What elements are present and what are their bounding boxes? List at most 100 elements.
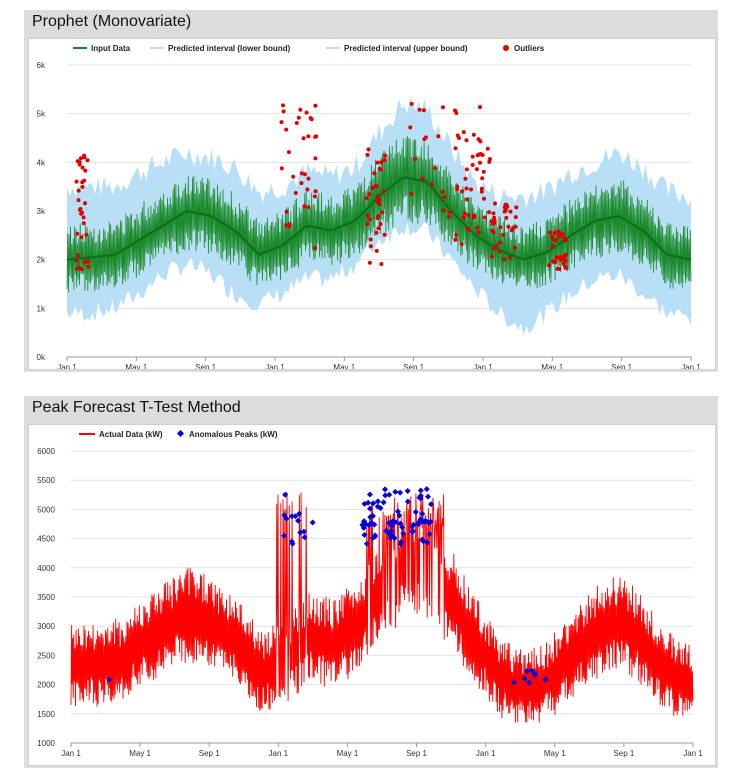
outlier-point bbox=[80, 185, 85, 189]
outlier-point bbox=[474, 167, 479, 172]
anomalous-peak-point bbox=[409, 528, 416, 535]
outlier-point bbox=[481, 169, 486, 174]
outlier-point bbox=[455, 184, 460, 189]
outlier-point bbox=[302, 204, 307, 209]
outlier-point bbox=[380, 210, 385, 215]
outlier-point bbox=[487, 210, 492, 215]
outlier-point bbox=[423, 135, 428, 140]
anomalous-peak-point bbox=[419, 510, 426, 517]
anomalous-peak-point bbox=[383, 527, 390, 534]
anomalous-peak-point bbox=[392, 519, 399, 526]
outlier-point bbox=[469, 187, 473, 192]
outlier-point bbox=[491, 246, 496, 251]
x-tick-label: Sep 1 bbox=[403, 363, 424, 369]
outlier-point bbox=[377, 202, 382, 207]
outlier-point bbox=[84, 232, 89, 237]
anomalous-peak-point bbox=[417, 516, 424, 523]
anomalous-peak-point bbox=[363, 540, 370, 547]
outlier-point bbox=[379, 262, 384, 266]
anomalous-peak-point bbox=[300, 528, 307, 535]
anomalous-peak-point bbox=[301, 534, 308, 541]
outlier-point bbox=[550, 234, 554, 239]
outlier-point bbox=[494, 243, 499, 248]
outlier-point bbox=[306, 134, 311, 139]
outlier-point bbox=[497, 249, 502, 254]
anomalous-peak-point bbox=[366, 491, 373, 498]
outlier-point bbox=[75, 266, 80, 271]
outlier-point bbox=[562, 255, 567, 260]
anomalous-peak-point bbox=[289, 540, 296, 547]
x-tick-label: Jan 1 bbox=[57, 363, 77, 369]
outlier-point bbox=[306, 176, 311, 181]
outlier-point bbox=[504, 215, 509, 220]
outlier-point bbox=[513, 215, 518, 220]
x-tick-label: Sep 1 bbox=[195, 363, 216, 369]
y-tick-label: 6000 bbox=[37, 447, 55, 456]
anomalous-peak-point bbox=[106, 676, 113, 683]
anomalous-peak-point bbox=[419, 518, 426, 525]
anomalous-peak-point bbox=[424, 539, 431, 546]
outlier-point bbox=[81, 215, 86, 220]
outlier-point bbox=[479, 189, 484, 194]
anomalous-peak-point bbox=[400, 530, 407, 537]
outlier-point bbox=[550, 244, 555, 248]
outlier-point bbox=[375, 194, 380, 199]
x-tick-label: Jan 1 bbox=[473, 363, 493, 369]
outlier-point bbox=[313, 103, 318, 108]
x-tick-label: May 1 bbox=[333, 363, 355, 369]
outlier-point bbox=[492, 215, 497, 220]
outlier-point bbox=[455, 133, 460, 138]
outlier-point bbox=[470, 154, 475, 159]
ttest-title: Peak Forecast T-Test Method bbox=[32, 399, 241, 416]
anomalous-peak-point bbox=[525, 679, 532, 686]
outlier-point bbox=[409, 101, 414, 106]
outlier-point bbox=[482, 215, 487, 220]
outlier-point bbox=[460, 189, 465, 194]
outlier-point bbox=[461, 215, 466, 220]
anomalous-peak-point bbox=[387, 535, 394, 542]
x-tick-label: May 1 bbox=[541, 363, 563, 369]
outlier-point bbox=[379, 160, 384, 165]
outlier-point bbox=[453, 108, 457, 113]
outlier-point bbox=[367, 192, 372, 197]
outlier-point bbox=[553, 238, 558, 243]
y-tick-label: 3k bbox=[37, 207, 46, 216]
outlier-point bbox=[492, 221, 497, 225]
outlier-point bbox=[304, 110, 309, 115]
outlier-point bbox=[478, 160, 482, 165]
outlier-point bbox=[459, 242, 464, 246]
outlier-point bbox=[413, 157, 418, 162]
anomalous-peak-point bbox=[542, 676, 549, 683]
anomalous-peak-point bbox=[528, 667, 535, 674]
outlier-point bbox=[82, 155, 87, 160]
x-tick-label: Sep 1 bbox=[613, 749, 634, 758]
outlier-point bbox=[558, 255, 563, 260]
outlier-point bbox=[547, 263, 552, 268]
anomalous-peak-point bbox=[369, 513, 376, 520]
outlier-point bbox=[417, 107, 422, 112]
outlier-point bbox=[75, 231, 80, 236]
outlier-point bbox=[284, 127, 289, 132]
anomalous-peak-point bbox=[386, 491, 393, 498]
outlier-point bbox=[312, 246, 317, 251]
y-tick-label: 2k bbox=[37, 256, 46, 265]
outlier-point bbox=[382, 158, 387, 163]
anomalous-peak-point bbox=[521, 675, 528, 682]
anomalous-peak-point bbox=[281, 512, 288, 519]
outlier-point bbox=[83, 201, 87, 206]
legend-label: Anomalous Peaks (kW) bbox=[189, 430, 278, 439]
outlier-point bbox=[475, 225, 480, 230]
outlier-point bbox=[281, 103, 285, 108]
outlier-point bbox=[513, 245, 517, 250]
outlier-point bbox=[508, 255, 513, 260]
anomalous-peak-point bbox=[426, 531, 433, 538]
outlier-point bbox=[488, 157, 492, 161]
outlier-point bbox=[478, 105, 482, 110]
outlier-point bbox=[440, 105, 445, 110]
anomalous-peak-point bbox=[292, 513, 299, 520]
anomalous-peak-point bbox=[415, 521, 422, 528]
outlier-point bbox=[498, 225, 503, 230]
anomalous-peak-point bbox=[288, 538, 295, 545]
actual-data-series bbox=[70, 492, 694, 723]
anomalous-peak-point bbox=[394, 508, 401, 515]
